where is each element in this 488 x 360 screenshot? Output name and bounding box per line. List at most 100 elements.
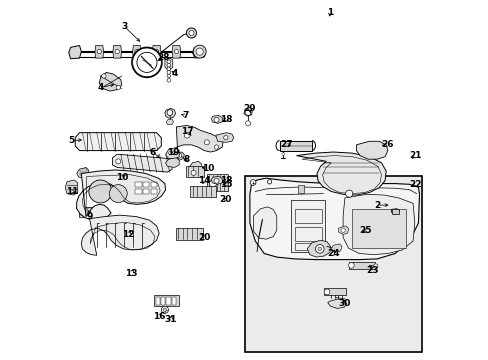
Circle shape xyxy=(167,110,172,116)
Bar xyxy=(294,209,321,223)
Circle shape xyxy=(184,132,190,138)
Bar xyxy=(294,243,321,250)
Bar xyxy=(294,227,321,241)
Bar xyxy=(142,182,149,187)
Bar xyxy=(190,186,215,197)
Polygon shape xyxy=(81,215,159,255)
Circle shape xyxy=(345,190,352,197)
Polygon shape xyxy=(166,119,173,125)
Circle shape xyxy=(324,289,329,295)
Polygon shape xyxy=(99,72,122,91)
Polygon shape xyxy=(327,299,346,309)
Bar xyxy=(79,207,93,217)
Text: 6: 6 xyxy=(150,148,156,157)
Bar xyxy=(155,297,160,305)
Text: 28: 28 xyxy=(157,53,170,62)
Circle shape xyxy=(281,153,284,156)
Bar xyxy=(80,208,83,215)
Bar xyxy=(142,189,149,194)
Circle shape xyxy=(193,45,206,58)
Text: 18: 18 xyxy=(219,115,232,124)
Text: 11: 11 xyxy=(66,187,79,196)
Polygon shape xyxy=(343,194,414,255)
Text: 21: 21 xyxy=(409,151,421,160)
Circle shape xyxy=(115,49,119,54)
Bar xyxy=(186,166,203,177)
Circle shape xyxy=(89,180,112,203)
Circle shape xyxy=(167,78,170,82)
Polygon shape xyxy=(152,45,161,58)
Bar xyxy=(161,297,165,305)
Polygon shape xyxy=(164,108,175,118)
Bar xyxy=(154,295,178,306)
Bar xyxy=(391,209,399,214)
Bar xyxy=(324,288,345,296)
Polygon shape xyxy=(77,170,165,220)
Polygon shape xyxy=(296,152,386,195)
Bar xyxy=(84,208,87,215)
Text: 24: 24 xyxy=(326,249,339,258)
Text: 23: 23 xyxy=(366,266,378,275)
Polygon shape xyxy=(69,45,81,59)
Circle shape xyxy=(245,121,250,126)
Circle shape xyxy=(97,49,101,54)
Text: 29: 29 xyxy=(243,104,256,113)
Bar xyxy=(290,200,325,252)
Polygon shape xyxy=(164,58,172,69)
Bar xyxy=(175,228,202,240)
Bar xyxy=(151,189,157,194)
Circle shape xyxy=(191,170,196,175)
Polygon shape xyxy=(172,45,180,58)
Circle shape xyxy=(373,264,377,268)
Circle shape xyxy=(348,262,353,268)
Polygon shape xyxy=(215,133,233,142)
Circle shape xyxy=(267,180,271,184)
Circle shape xyxy=(167,74,170,78)
Circle shape xyxy=(167,63,170,67)
Text: 16: 16 xyxy=(153,312,165,321)
Text: 20: 20 xyxy=(198,233,210,242)
Circle shape xyxy=(176,153,182,158)
Circle shape xyxy=(174,49,178,54)
Text: 10: 10 xyxy=(202,164,214,173)
Bar xyxy=(206,174,228,192)
Text: 2: 2 xyxy=(373,201,380,210)
Circle shape xyxy=(161,306,168,314)
Circle shape xyxy=(214,117,219,122)
Circle shape xyxy=(214,145,218,149)
Circle shape xyxy=(175,152,178,154)
Circle shape xyxy=(109,185,127,203)
Circle shape xyxy=(340,228,345,232)
Circle shape xyxy=(244,110,250,116)
Polygon shape xyxy=(165,148,179,159)
Text: 14: 14 xyxy=(198,176,210,185)
Text: 26: 26 xyxy=(380,140,393,149)
Circle shape xyxy=(186,28,196,38)
Circle shape xyxy=(188,31,194,36)
Polygon shape xyxy=(306,240,330,257)
Polygon shape xyxy=(95,45,103,58)
Text: 31: 31 xyxy=(164,315,177,324)
Circle shape xyxy=(132,47,162,77)
Circle shape xyxy=(196,48,203,55)
Circle shape xyxy=(154,49,159,54)
Polygon shape xyxy=(391,209,399,214)
Polygon shape xyxy=(65,180,78,195)
Text: 10: 10 xyxy=(116,173,128,182)
Text: 4: 4 xyxy=(98,83,104,92)
Bar xyxy=(351,209,405,248)
Polygon shape xyxy=(173,152,184,160)
Bar xyxy=(88,208,91,215)
Bar xyxy=(135,189,142,194)
Polygon shape xyxy=(188,161,201,172)
Bar xyxy=(298,185,303,193)
Text: 8: 8 xyxy=(183,155,190,164)
Circle shape xyxy=(209,180,216,187)
Text: 30: 30 xyxy=(337,299,350,308)
Bar xyxy=(279,140,311,150)
Circle shape xyxy=(167,71,170,74)
Polygon shape xyxy=(77,167,88,178)
Text: 20: 20 xyxy=(219,195,232,204)
Text: 5: 5 xyxy=(68,136,75,145)
Circle shape xyxy=(137,52,157,72)
